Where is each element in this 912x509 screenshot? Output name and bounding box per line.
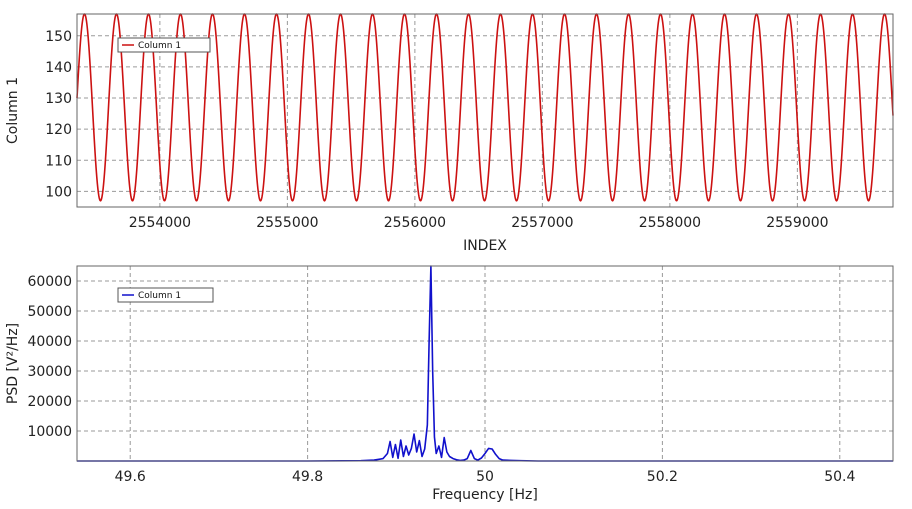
y-tick-label: 130 [45, 91, 72, 107]
bottom-legend: Column 1 [117, 287, 214, 303]
x-tick-label: 49.6 [115, 469, 146, 485]
x-tick-label: 50 [476, 469, 494, 485]
x-tick-label: 2554000 [129, 215, 191, 231]
x-tick-label: 50.4 [824, 469, 855, 485]
bottom-x-tick-labels: 49.6 49.8 50 50.2 50.4 [115, 469, 856, 485]
x-tick-label: 2556000 [384, 215, 446, 231]
y-tick-label: 20000 [27, 394, 72, 410]
x-tick-label: 2559000 [766, 215, 828, 231]
y-tick-label: 40000 [27, 334, 72, 350]
x-tick-label: 50.2 [647, 469, 678, 485]
top-gridlines [77, 14, 893, 207]
bottom-gridlines [77, 266, 893, 461]
y-tick-label: 120 [45, 122, 72, 138]
bottom-plot-frame [76, 265, 894, 462]
top-y-tick-labels: 100 110 120 130 140 150 [45, 29, 72, 201]
y-tick-label: 150 [45, 29, 72, 45]
y-tick-label: 30000 [27, 364, 72, 380]
y-tick-label: 140 [45, 60, 72, 76]
top-legend: Column 1 [117, 37, 211, 53]
bottom-y-axis-label: PSD [V²/Hz] [5, 323, 21, 404]
x-tick-label: 2555000 [256, 215, 318, 231]
bottom-series-line [77, 265, 893, 462]
y-tick-label: 110 [45, 153, 72, 169]
bottom-y-tick-labels: 10000 20000 30000 40000 50000 60000 [27, 274, 72, 440]
psd-chart: 49.6 49.8 50 50.2 50.4 10000 20000 30000 40000 5… [5, 265, 894, 503]
y-tick-label: 50000 [27, 304, 72, 320]
series-line [77, 265, 893, 462]
y-tick-label: 10000 [27, 424, 72, 440]
time-series-chart: 2554000 2555000 2556000 2557000 2558000 25590… [5, 13, 894, 254]
bottom-legend-entry: Column 1 [138, 291, 181, 301]
x-tick-label: 2557000 [511, 215, 573, 231]
top-x-axis-label: INDEX [463, 238, 507, 254]
y-tick-label: 60000 [27, 274, 72, 290]
top-legend-entry: Column 1 [138, 41, 181, 51]
x-tick-label: 49.8 [292, 469, 323, 485]
y-tick-label: 100 [45, 184, 72, 200]
x-tick-label: 2558000 [639, 215, 701, 231]
top-legend-box [117, 37, 211, 53]
top-x-tick-labels: 2554000 2555000 2556000 2557000 2558000 25590… [129, 215, 829, 231]
top-plot-frame [76, 13, 894, 208]
bottom-legend-box [117, 287, 214, 303]
top-y-axis-label: Column 1 [5, 77, 21, 144]
bottom-x-axis-label: Frequency [Hz] [432, 487, 538, 503]
